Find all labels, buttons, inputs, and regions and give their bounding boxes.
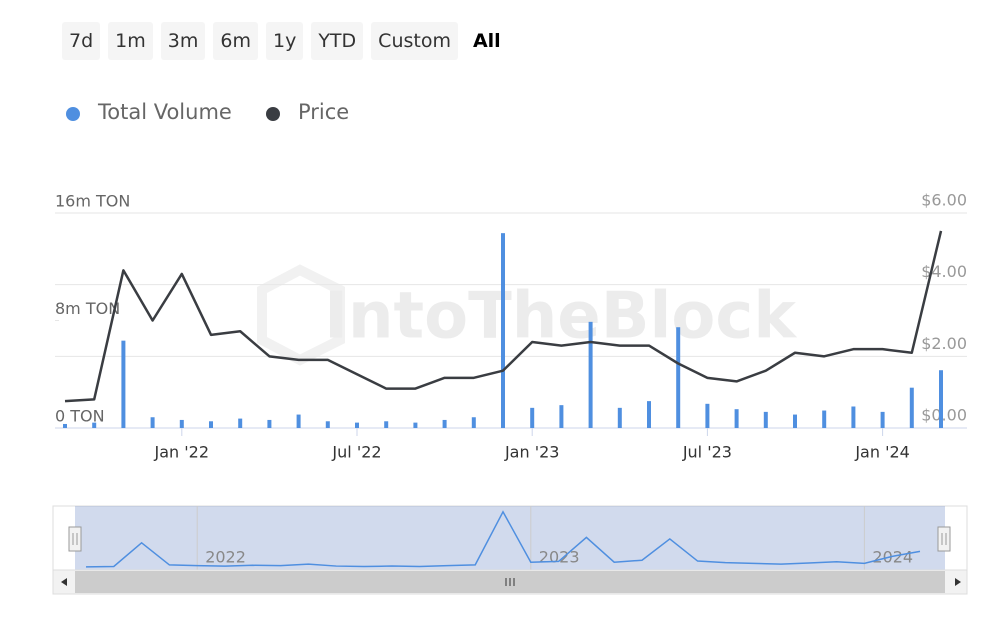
range-button[interactable]: All xyxy=(472,30,501,52)
volume-bar xyxy=(121,340,126,428)
range-button[interactable]: YTD xyxy=(311,22,364,60)
volume-bar xyxy=(209,421,213,428)
y2-tick-label: $2.00 xyxy=(921,334,967,353)
x-tick-label: Jan '22 xyxy=(154,443,210,462)
volume-bar xyxy=(384,421,389,428)
volume-bar xyxy=(296,414,301,428)
volume-bar xyxy=(355,422,359,428)
legend-label[interactable]: Total Volume xyxy=(97,100,232,124)
range-button[interactable]: 1m xyxy=(108,22,153,60)
scroll-right[interactable] xyxy=(955,578,961,586)
volume-bar xyxy=(939,370,943,428)
volume-bar xyxy=(325,421,330,428)
range-button[interactable]: 7d xyxy=(62,22,101,60)
volume-bar xyxy=(238,418,243,428)
scroll-left[interactable] xyxy=(61,578,67,586)
range-button[interactable]: Custom xyxy=(371,22,458,60)
legend-marker xyxy=(66,107,80,121)
volume-bar xyxy=(179,419,184,428)
volume-bar xyxy=(92,422,97,428)
y2-tick-label: $6.00 xyxy=(921,191,967,210)
volume-bar xyxy=(909,387,914,428)
navigator-line xyxy=(85,510,921,568)
volume-bar xyxy=(676,327,681,428)
volume-bar xyxy=(267,419,272,428)
volume-bar xyxy=(471,417,476,428)
volume-bar xyxy=(63,423,67,428)
volume-bar xyxy=(530,407,535,428)
volume-bar xyxy=(413,422,418,428)
legend-marker xyxy=(266,107,280,121)
y2-tick-label: $4.00 xyxy=(921,262,967,281)
x-tick-label: Jan '24 xyxy=(854,443,910,462)
volume-bar xyxy=(442,419,447,428)
range-button[interactable]: 3m xyxy=(160,22,206,60)
x-tick-label: Jan '23 xyxy=(504,443,560,462)
navigator-selection xyxy=(75,506,945,570)
x-tick-label: Jul '22 xyxy=(331,443,381,462)
y-tick-label: 16m TON xyxy=(55,192,130,211)
navigator-handle[interactable] xyxy=(68,526,82,552)
volume-bar xyxy=(851,406,856,428)
legend-label[interactable]: Price xyxy=(298,100,349,124)
volume-bar xyxy=(763,411,768,428)
watermark: IntoTheBlock xyxy=(324,280,797,354)
y2-tick-label: $0.00 xyxy=(921,406,967,425)
volume-bar xyxy=(880,411,885,428)
volume-bar xyxy=(705,403,710,428)
range-button[interactable]: 1y xyxy=(265,22,304,60)
volume-bar xyxy=(150,417,155,428)
x-tick-label: Jul '23 xyxy=(682,443,732,462)
price-line xyxy=(64,230,943,403)
navigator-label: 2022 xyxy=(205,548,246,567)
range-selector: 7d 1m 3m 6m 1y YTD Custom All xyxy=(62,22,508,60)
volume-bar xyxy=(793,414,797,428)
volume-bar xyxy=(588,321,593,428)
volume-bar xyxy=(501,233,505,428)
y-tick-label: 8m TON xyxy=(55,299,120,318)
navigator-bg xyxy=(52,505,968,571)
volume-bar xyxy=(559,405,564,428)
y-tick-label: 0 TON xyxy=(55,407,105,426)
navigator-label: 2023 xyxy=(539,548,580,567)
volume-bar xyxy=(734,409,739,428)
volume-bar xyxy=(617,407,622,428)
volume-bar xyxy=(822,410,827,428)
volume-bar xyxy=(647,401,651,428)
range-button[interactable]: 6m xyxy=(213,22,258,60)
navigator-handle[interactable] xyxy=(937,526,951,552)
